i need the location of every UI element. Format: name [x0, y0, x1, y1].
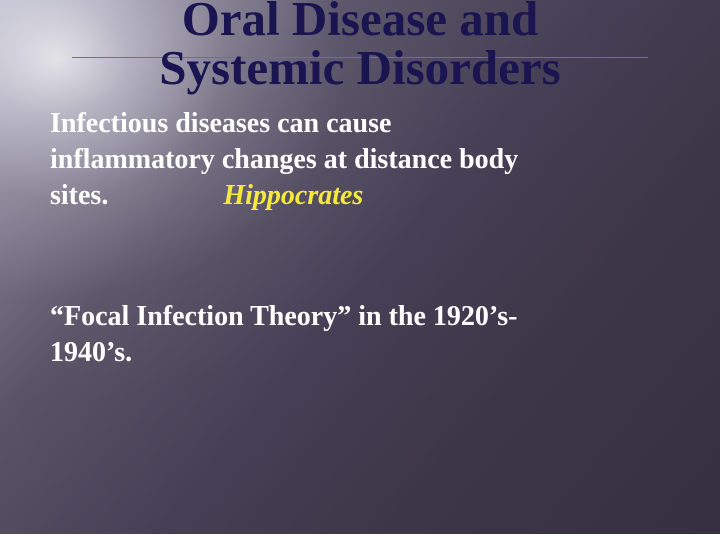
- body-paragraph-1: Infectious diseases can cause inflammato…: [50, 106, 670, 213]
- slide: Oral Disease and Systemic Disorders Infe…: [0, 0, 720, 534]
- title-line-1: Oral Disease and: [50, 0, 670, 43]
- title-line-2: Systemic Disorders: [50, 43, 670, 92]
- slide-title: Oral Disease and Systemic Disorders: [50, 0, 670, 92]
- quote-text: Infectious diseases can cause inflammato…: [50, 106, 670, 213]
- author-name: Hippocrates: [223, 180, 363, 211]
- body-paragraph-2: “Focal Infection Theory” in the 1920’s- …: [50, 299, 670, 371]
